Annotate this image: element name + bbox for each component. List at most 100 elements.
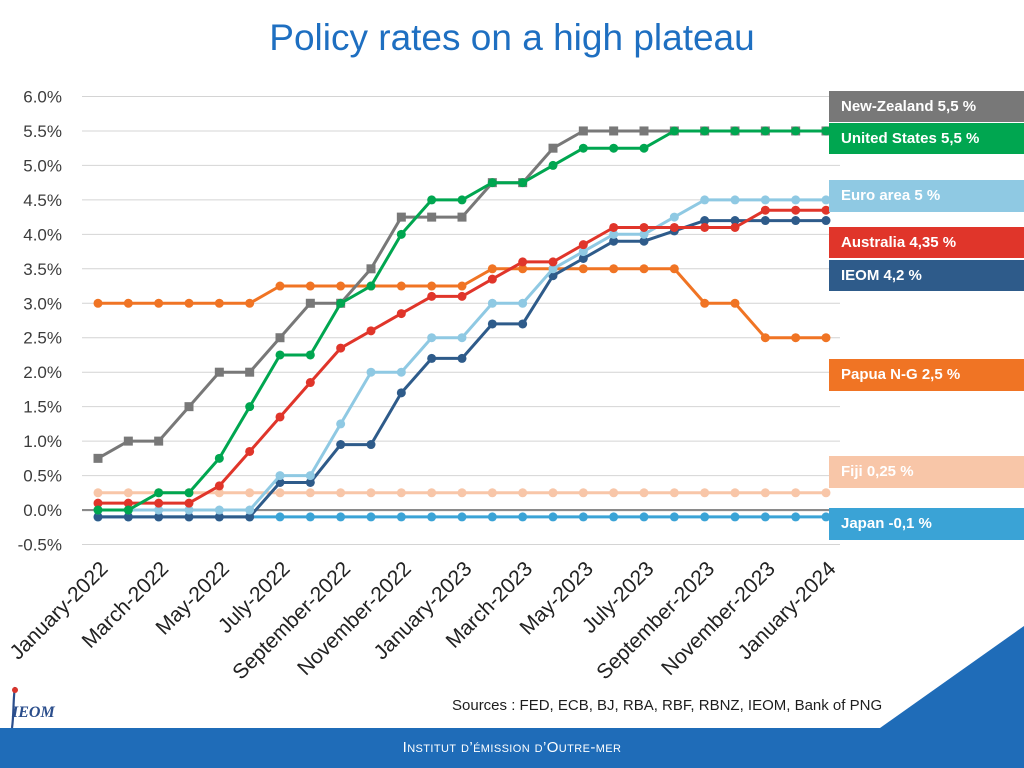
data-point-euro-area — [548, 264, 558, 274]
data-point-ieom — [821, 216, 831, 226]
data-point-japan — [305, 512, 315, 522]
data-point-australia — [760, 205, 770, 215]
data-point-papua-n-g — [457, 281, 467, 291]
data-point-euro-area — [214, 505, 224, 515]
data-point-papua-n-g — [214, 298, 224, 308]
data-point-united-states — [154, 488, 164, 498]
data-point-euro-area — [184, 505, 194, 515]
data-point-fiji — [639, 488, 649, 498]
data-point-japan — [336, 512, 346, 522]
data-point-united-states — [730, 126, 740, 136]
data-point-australia — [578, 240, 588, 250]
data-point-fiji — [548, 488, 558, 498]
page-title: Policy rates on a high plateau — [269, 17, 755, 58]
data-point-fiji — [93, 488, 103, 498]
legend-united-states: United States 5,5 % — [829, 123, 1024, 154]
data-point-euro-area — [639, 229, 649, 239]
data-point-united-states — [548, 160, 558, 170]
gridlines — [82, 96, 840, 545]
data-point-papua-n-g — [396, 281, 406, 291]
series-line-united-states — [98, 129, 826, 512]
legend-ieom: IEOM 4,2 % — [829, 260, 1024, 291]
data-point-australia — [457, 291, 467, 301]
data-point-australia — [487, 274, 497, 284]
data-point-fiji — [396, 488, 406, 498]
data-point-japan — [578, 512, 588, 522]
data-point-japan — [609, 512, 619, 522]
data-point-united-states — [457, 195, 467, 205]
data-point-australia — [214, 481, 224, 491]
data-point-ieom — [154, 512, 164, 522]
data-point-papua-n-g — [93, 298, 103, 308]
data-point-japan — [700, 512, 710, 522]
data-point-japan — [730, 512, 740, 522]
data-point-papua-n-g — [275, 281, 285, 291]
data-point-euro-area — [396, 367, 406, 377]
sources-note: Sources : FED, ECB, BJ, RBA, RBF, RBNZ, … — [452, 697, 883, 714]
y-tick-label: 4.5% — [23, 191, 62, 210]
footer-band — [0, 626, 1024, 768]
data-point-papua-n-g — [760, 333, 770, 343]
data-point-fiji — [578, 488, 588, 498]
data-point-ieom — [366, 440, 376, 450]
series-fiji — [93, 488, 831, 498]
data-point-new-zealand — [123, 436, 133, 446]
y-tick-label: 1.0% — [23, 432, 62, 451]
data-point-euro-area — [700, 195, 710, 205]
data-point-united-states — [609, 143, 619, 153]
data-point-fiji — [700, 488, 710, 498]
data-point-new-zealand — [366, 264, 376, 274]
data-point-united-states — [123, 505, 133, 515]
data-point-papua-n-g — [791, 333, 801, 343]
data-point-new-zealand — [396, 212, 406, 222]
y-axis-labels: 6.0% 5.5% 5.0% 4.5% 4.0% 3.5% 3.0% 2.5% 2.0% 1.5%… — [18, 88, 62, 555]
data-point-papua-n-g — [669, 264, 679, 274]
y-tick-label: 6.0% — [23, 88, 62, 107]
data-point-australia — [821, 205, 831, 215]
data-point-united-states — [214, 453, 224, 463]
data-point-euro-area — [518, 298, 528, 308]
data-point-fiji — [214, 488, 224, 498]
data-point-euro-area — [305, 471, 315, 481]
data-point-euro-area — [275, 471, 285, 481]
data-point-united-states — [639, 143, 649, 153]
data-point-united-states — [760, 126, 770, 136]
data-point-australia — [123, 498, 133, 508]
logo-text: IEOM — [11, 704, 55, 721]
data-point-united-states — [245, 402, 255, 412]
y-tick-label: 2.0% — [23, 363, 62, 382]
data-point-new-zealand — [214, 367, 224, 377]
data-point-papua-n-g — [336, 281, 346, 291]
data-point-new-zealand — [578, 126, 588, 136]
y-tick-label: 0.5% — [23, 467, 62, 486]
data-point-japan — [791, 512, 801, 522]
data-point-euro-area — [730, 195, 740, 205]
data-point-ieom — [730, 216, 740, 226]
data-point-japan — [366, 512, 376, 522]
data-point-ieom — [639, 236, 649, 246]
data-point-euro-area — [821, 195, 831, 205]
data-point-ieom — [578, 253, 588, 263]
y-tick-label: 4.0% — [23, 225, 62, 244]
series-ieom — [93, 216, 831, 522]
logo-accent-icon — [12, 687, 18, 693]
data-point-new-zealand — [609, 126, 619, 136]
series-papua-n-g — [93, 264, 831, 343]
data-point-new-zealand — [305, 298, 315, 308]
data-point-euro-area — [457, 333, 467, 343]
data-point-united-states — [487, 178, 497, 188]
data-point-papua-n-g — [427, 281, 437, 291]
data-point-japan — [821, 512, 831, 522]
data-point-fiji — [366, 488, 376, 498]
data-point-euro-area — [336, 419, 346, 429]
data-point-fiji — [609, 488, 619, 498]
data-point-australia — [396, 309, 406, 319]
data-point-ieom — [245, 512, 255, 522]
data-point-australia — [184, 498, 194, 508]
data-point-euro-area — [427, 333, 437, 343]
data-point-united-states — [366, 281, 376, 291]
data-point-ieom — [184, 512, 194, 522]
data-point-united-states — [336, 298, 346, 308]
data-point-united-states — [305, 350, 315, 360]
data-point-ieom — [791, 216, 801, 226]
